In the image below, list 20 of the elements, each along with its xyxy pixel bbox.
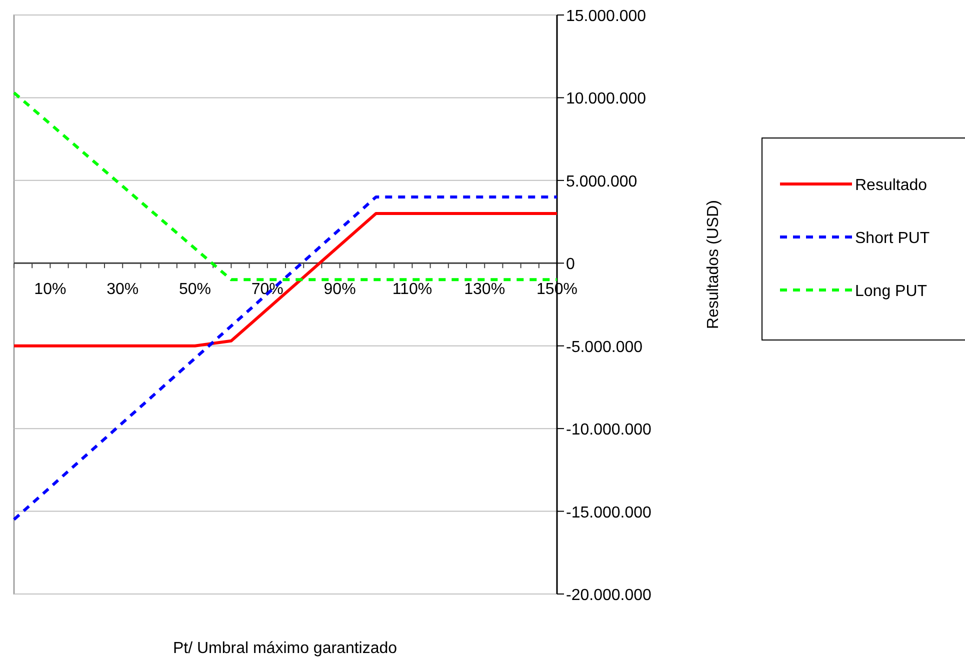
legend-label: Resultado	[855, 177, 928, 194]
y-axis-title: Resultados (USD)	[705, 200, 722, 329]
x-tick-label: 50%	[178, 281, 212, 298]
x-tick-label: 110%	[392, 281, 432, 298]
y-tick-label: 0	[566, 256, 575, 274]
y-tick-label: -15.000.000	[566, 504, 652, 522]
y-tick-label: 10.000.000	[566, 90, 646, 108]
x-axis-title: Pt/ Umbral máximo garantizado	[172, 640, 398, 657]
y-tick-label: -5.000.000	[566, 338, 643, 356]
legend-label: Short PUT	[855, 230, 930, 247]
y-tick-label: -20.000.000	[566, 587, 652, 604]
x-tick-label: 70%	[251, 281, 284, 298]
legend-label: Long PUT	[855, 283, 928, 300]
x-tick-label: 90%	[324, 281, 356, 298]
x-tick-label: 10%	[34, 281, 66, 298]
x-tick-label: 130%	[464, 281, 506, 298]
x-tick-label: 30%	[106, 281, 139, 298]
y-tick-label: 5.000.000	[566, 173, 638, 190]
y-tick-label: 15.000.000	[566, 8, 646, 25]
y-tick-label: -10.000.000	[566, 422, 652, 439]
